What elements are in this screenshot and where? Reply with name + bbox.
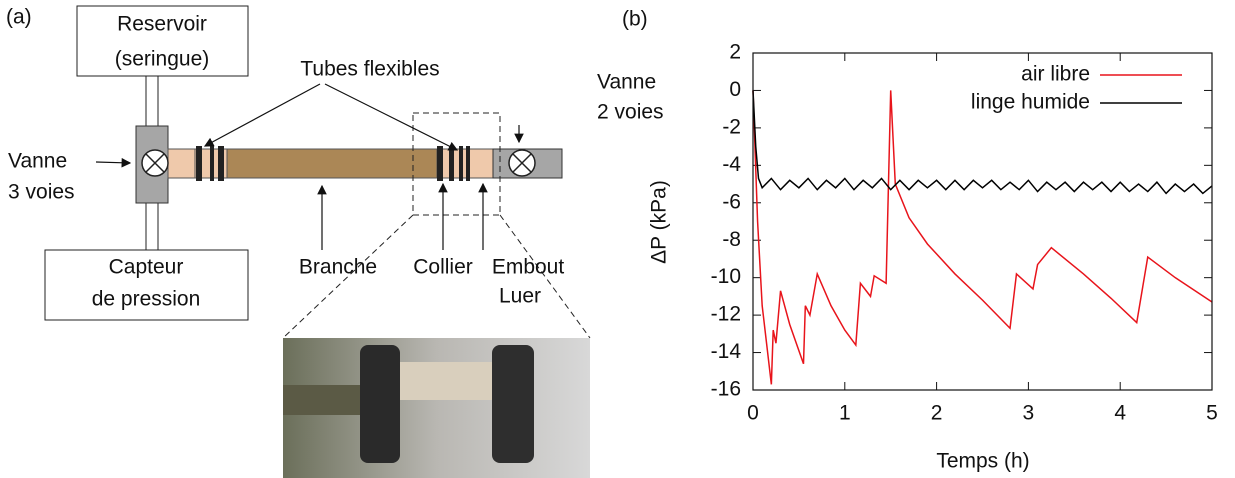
valve-symbols — [141, 149, 536, 177]
data-line — [752, 90, 1213, 195]
legend-label: air libre — [1021, 63, 1090, 86]
luer — [466, 148, 494, 179]
y-tick-label: -14 — [711, 340, 742, 363]
valve-3-label: Vanne — [8, 150, 67, 173]
chart: (b) Temps (h) ΔP (kPa) -16 -14 -12 -10 -8 -6 -… — [622, 8, 1218, 473]
collar-label: Collier — [413, 256, 473, 279]
panel-label: (b) — [622, 8, 648, 31]
sensor-box — [44, 249, 249, 321]
zoom-line — [499, 214, 591, 339]
valve-2-label: Vanne — [597, 71, 656, 94]
valve-3-label: 3 voies — [8, 181, 75, 204]
y-tick-label: -12 — [711, 303, 741, 326]
luer-label: Embout — [492, 256, 565, 279]
zoom-box — [412, 112, 501, 216]
photo — [283, 338, 590, 478]
x-tick-label: 3 — [1023, 402, 1035, 425]
y-tick-label: -10 — [711, 265, 741, 288]
legend-label: linge humide — [971, 91, 1090, 114]
sensor-label: de pression — [92, 288, 201, 311]
y-tick-label: -8 — [722, 228, 741, 251]
y-tick-label: 2 — [729, 41, 741, 64]
x-tick-label: 1 — [839, 402, 851, 425]
clamps — [196, 146, 470, 181]
luer — [167, 148, 196, 179]
reservoir-label: (seringue) — [115, 48, 210, 71]
plot-frame — [752, 52, 1213, 391]
branch — [226, 148, 438, 179]
branch-label: Branche — [299, 256, 377, 279]
x-tick-label: 5 — [1206, 402, 1218, 425]
y-tick-label: -2 — [722, 115, 741, 138]
arrows — [95, 83, 524, 250]
x-tick-label: 4 — [1114, 402, 1126, 425]
data-line — [752, 90, 1213, 385]
x-tick-label: 2 — [931, 402, 943, 425]
tubes-label: Tubes flexibles — [300, 58, 439, 81]
panel-label: (a) — [6, 6, 32, 29]
y-tick-label: 0 — [729, 78, 741, 101]
valve-2-label: 2 voies — [597, 101, 664, 124]
y-tick-label: -4 — [722, 153, 741, 176]
y-tick-label: -6 — [722, 190, 741, 213]
reservoir-box — [76, 5, 249, 77]
pipes — [145, 76, 159, 250]
luer-label: Luer — [499, 285, 541, 308]
sensor-label: Capteur — [109, 256, 184, 279]
y-axis-label: ΔP (kPa) — [648, 180, 671, 264]
diagram: (a) Reservoir (seringue) Capteur de pres… — [6, 5, 664, 478]
y-tick-label: -16 — [711, 378, 741, 401]
x-axis-label: Temps (h) — [936, 450, 1029, 473]
x-tick-label: 0 — [747, 402, 759, 425]
reservoir-label: Reservoir — [117, 13, 207, 36]
